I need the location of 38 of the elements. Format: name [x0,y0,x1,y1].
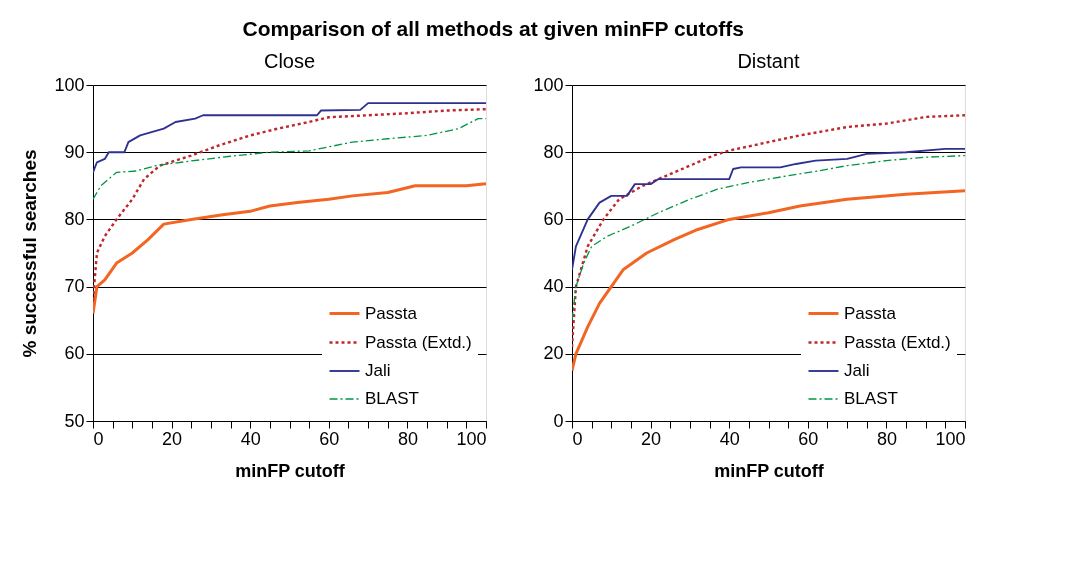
x-axis-title: minFP cutoff [235,460,346,481]
x-tick-label: 40 [240,428,261,449]
x-tick-label: 60 [319,428,340,449]
y-tick-label: 60 [543,208,564,229]
y-tick-label: 60 [64,343,85,364]
legend-label: Passta [844,303,897,323]
chart-title: Comparison of all methods at given minFP cutoffs [242,16,744,40]
legend-label: Passta (Extd.) [844,332,951,352]
x-tick-label: 20 [641,428,662,449]
y-tick-label: 40 [543,276,564,297]
y-tick-label: 80 [543,141,564,162]
legend-label: BLAST [844,389,898,408]
x-tick-label: 60 [798,428,819,449]
x-tick-label: 100 [935,428,966,449]
x-tick-label: 80 [397,428,418,449]
y-tick-label: 100 [533,74,564,95]
y-tick-label: 50 [64,410,85,431]
x-axis-title: minFP cutoff [714,460,825,481]
y-tick-label: 100 [54,74,85,95]
x-tick-label: 100 [456,428,487,449]
legend-label: Passta [365,303,418,323]
x-tick-label: 80 [876,428,897,449]
x-tick-label: 40 [719,428,740,449]
y-axis-title: % successful searches [19,149,41,358]
x-tick-label: 0 [93,428,104,449]
y-tick-label: 80 [64,208,85,229]
y-tick-label: 90 [64,141,85,162]
y-tick-label: 70 [64,276,85,297]
legend-label: Jali [844,361,870,380]
y-tick-label: 0 [553,410,564,431]
x-tick-label: 0 [572,428,583,449]
legend-label: Jali [365,361,391,380]
legend-label: BLAST [365,389,419,408]
legend-label: Passta (Extd.) [365,332,472,352]
chart-subtitle: Distant [737,50,801,72]
x-tick-label: 20 [162,428,183,449]
chart-subtitle: Close [263,50,316,72]
y-tick-label: 20 [543,343,564,364]
